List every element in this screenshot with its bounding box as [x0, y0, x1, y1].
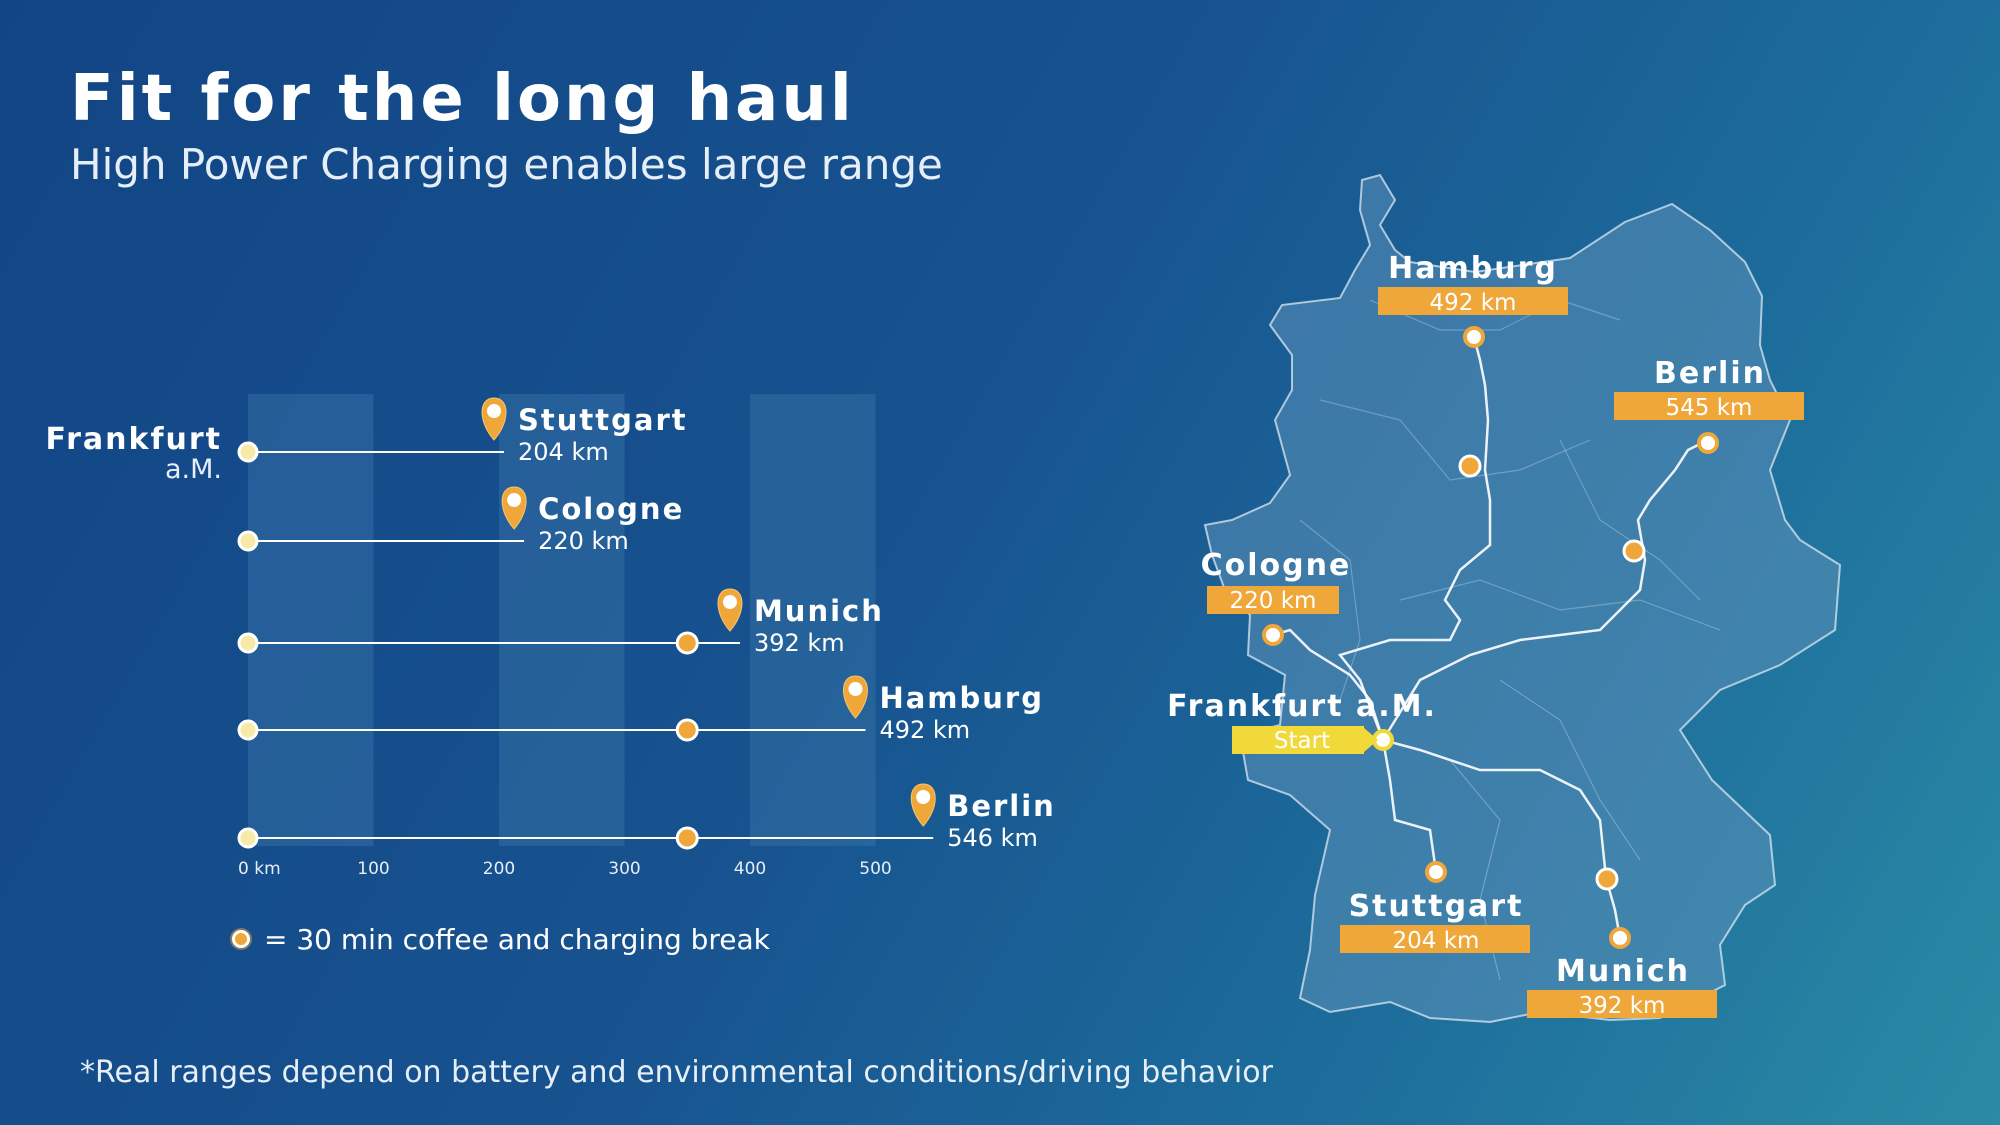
map-charging-break-dot [1622, 539, 1646, 563]
page-title: Fit for the long haul [70, 62, 855, 136]
x-tick-label: 500 [859, 859, 891, 879]
map-charging-break-dot [1458, 454, 1482, 478]
map-city-dot [1425, 861, 1447, 883]
chart-ticks: 0 km 100 200 300 400 500 [238, 859, 892, 879]
map-city-dot [1609, 927, 1631, 949]
origin-dot [237, 719, 259, 741]
origin-dot [237, 827, 259, 849]
map-badge-stuttgart [1340, 925, 1530, 953]
route-cologne [1272, 628, 1385, 741]
map-routes [1272, 336, 1709, 939]
destination-label: Berlin [947, 789, 1056, 823]
map-city-dot [1262, 624, 1284, 646]
map-badge-munich [1527, 990, 1717, 1018]
chart-band [750, 394, 876, 846]
map-markers [1262, 326, 1719, 949]
map-city-dot [1463, 326, 1485, 348]
map-city-berlin: Berlin [1654, 356, 1766, 391]
destination-distance-label: 392 km [754, 629, 845, 657]
chart-bands [248, 394, 876, 846]
map-badge-cologne [1207, 586, 1339, 614]
chart-band [248, 394, 374, 846]
destination-label: Hamburg [879, 681, 1044, 715]
map-city-frankfurt: Frankfurt a.M. [1167, 689, 1437, 724]
route-stuttgart [1381, 739, 1438, 873]
origin-dot [237, 632, 259, 654]
map-city-cologne: Cologne [1201, 548, 1352, 583]
footnote: *Real ranges depend on battery and envir… [80, 1055, 1273, 1090]
page-subtitle: High Power Charging enables large range [70, 140, 943, 189]
chart-band [499, 394, 625, 846]
route-berlin [1381, 438, 1709, 741]
x-tick-label: 400 [734, 859, 766, 879]
destination-label: Munich [754, 594, 884, 628]
destination-pin-center [722, 595, 737, 609]
destination-label: Cologne [538, 492, 684, 526]
origin-sublabel: a.M. [165, 454, 222, 485]
destination-label: Stuttgart [518, 403, 688, 437]
map-start-label: Start [1274, 728, 1330, 754]
destination-distance-label: 492 km [879, 716, 970, 744]
map-distance-stuttgart: 204 km [1393, 928, 1480, 954]
destination-pin-center [507, 493, 522, 507]
map-city-hamburg: Hamburg [1388, 251, 1558, 286]
map-city-munich: Munich [1556, 954, 1690, 989]
x-tick-label: 100 [357, 859, 389, 879]
route-hamburg [1337, 336, 1492, 741]
map-badge-hamburg [1378, 287, 1568, 315]
map-distance-munich: 392 km [1579, 993, 1666, 1019]
destination-distance-label: 546 km [947, 824, 1038, 852]
x-tick-label: 0 km [238, 859, 281, 879]
destination-pin-center [848, 682, 863, 696]
legend: = 30 min coffee and charging break [232, 920, 770, 958]
legend-label: = 30 min coffee and charging break [264, 922, 770, 956]
charging-break-icon [232, 930, 250, 948]
map-charging-break-dot [1595, 867, 1619, 891]
map-start-badge-pointer [1364, 728, 1378, 752]
route-munich [1382, 738, 1622, 939]
origin-dot [237, 441, 259, 463]
origin-label: Frankfurt [46, 422, 222, 457]
destination-distance-label: 204 km [518, 438, 609, 466]
map-distance-hamburg: 492 km [1430, 290, 1517, 316]
charging-break-dot [675, 826, 699, 850]
destination-pin-center [487, 404, 502, 418]
x-tick-label: 200 [483, 859, 515, 879]
map-labels: Hamburg 492 km Berlin 545 km Cologne 220… [1167, 251, 1804, 1019]
charging-break-dot [675, 631, 699, 655]
destination-pin-center [916, 790, 931, 804]
map-distance-berlin: 545 km [1666, 395, 1753, 421]
map-badge-berlin [1614, 392, 1804, 420]
destination-distance-label: 220 km [538, 527, 629, 555]
charging-break-dot [675, 718, 699, 742]
map-distance-cologne: 220 km [1230, 588, 1317, 614]
origin-dot [237, 530, 259, 552]
x-tick-label: 300 [608, 859, 640, 879]
map-city-dot [1697, 432, 1719, 454]
map-start-badge [1232, 726, 1364, 754]
map-city-stuttgart: Stuttgart [1349, 889, 1524, 924]
